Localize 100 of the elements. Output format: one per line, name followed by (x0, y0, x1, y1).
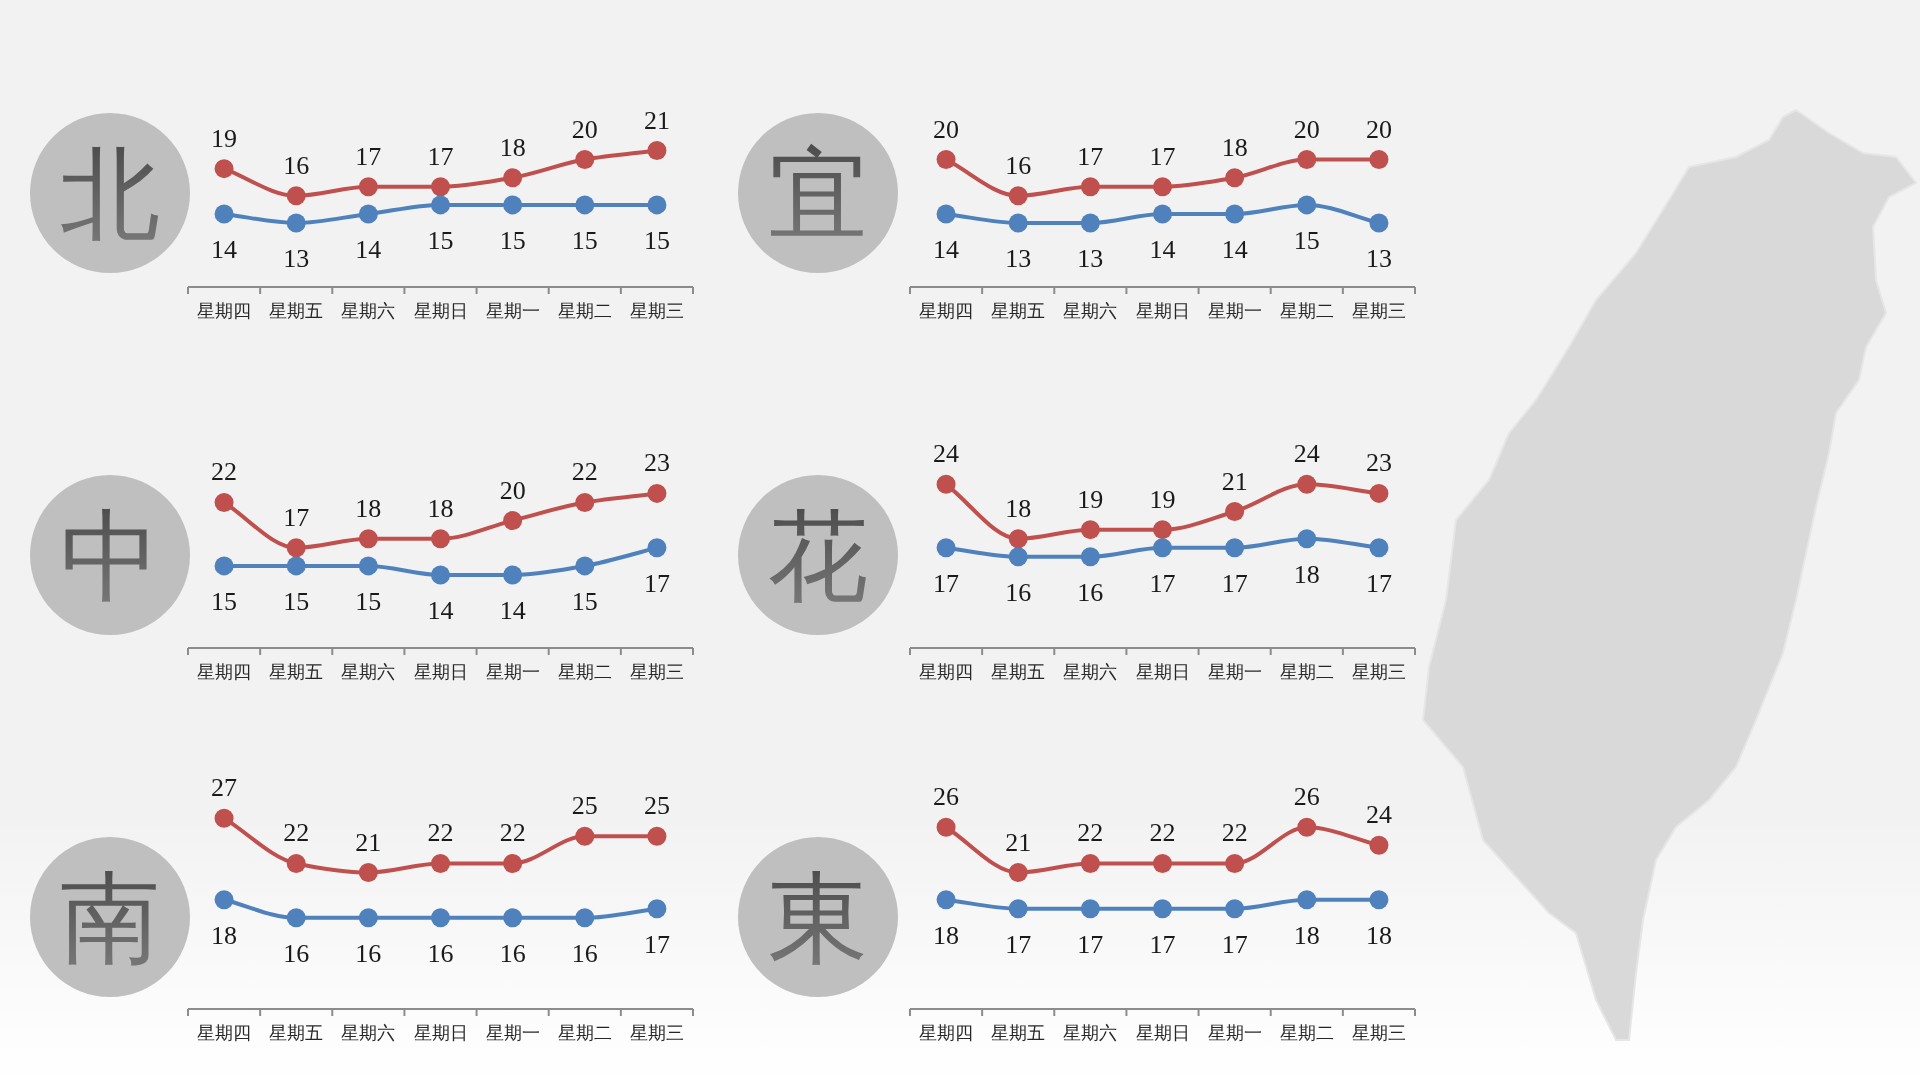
x-tick-label: 星期四 (919, 662, 974, 682)
x-tick-label: 星期一 (485, 1023, 540, 1043)
data-label: 19 (211, 123, 238, 153)
point (575, 492, 595, 512)
data-label: 22 (211, 457, 238, 487)
x-tick-label: 星期六 (341, 301, 396, 321)
point (214, 492, 234, 512)
point (936, 890, 956, 910)
point (1153, 538, 1172, 558)
point (214, 890, 234, 910)
x-tick-label: 星期日 (413, 662, 468, 682)
data-label: 15 (1293, 225, 1320, 255)
data-label: 15 (571, 225, 598, 255)
point (431, 195, 450, 215)
point (647, 195, 667, 215)
data-label: 17 (1149, 568, 1176, 598)
data-label: 16 (355, 938, 382, 968)
x-tick-label: 星期三 (629, 662, 684, 682)
data-label: 16 (1077, 577, 1104, 607)
data-label: 18 (499, 132, 526, 162)
data-label: 14 (211, 234, 238, 264)
point (214, 556, 234, 576)
data-label: 15 (355, 586, 382, 616)
data-label: 20 (1293, 114, 1320, 144)
point (503, 168, 523, 188)
x-tick-label: 星期一 (485, 301, 540, 321)
point (1080, 520, 1100, 540)
x-tick-label: 星期五 (269, 301, 324, 321)
point (1080, 899, 1100, 919)
point (1369, 483, 1389, 503)
data-label: 14 (1149, 234, 1176, 264)
data-label: 18 (1293, 920, 1320, 950)
data-label: 22 (1221, 818, 1248, 848)
data-label: 18 (427, 493, 454, 523)
point (936, 538, 956, 558)
chart-title: 宜 (768, 138, 868, 250)
data-label: 18 (1293, 559, 1320, 589)
x-tick-label: 星期四 (197, 1023, 252, 1043)
point (1297, 890, 1317, 910)
x-tick-label: 星期五 (991, 662, 1046, 682)
data-label: 13 (1077, 244, 1104, 273)
point (1080, 547, 1100, 567)
point (1080, 853, 1100, 873)
point (358, 556, 378, 576)
data-label: 15 (283, 586, 310, 616)
point (575, 826, 595, 846)
data-label: 27 (211, 773, 238, 803)
data-label: 17 (643, 929, 670, 959)
data-label: 20 (571, 114, 598, 144)
point (1153, 177, 1172, 197)
data-label: 14 (355, 234, 382, 264)
point (1297, 195, 1317, 215)
data-label: 15 (427, 225, 454, 255)
x-tick-label: 星期六 (341, 662, 396, 682)
point (286, 908, 306, 928)
point (1369, 150, 1389, 170)
x-tick-label: 星期一 (1207, 662, 1262, 682)
data-label: 17 (1077, 929, 1104, 959)
data-label: 16 (283, 150, 310, 180)
data-label: 15 (571, 586, 598, 616)
data-label: 20 (499, 475, 526, 505)
point (647, 826, 667, 846)
data-label: 17 (1005, 929, 1032, 959)
data-label: 14 (933, 234, 960, 264)
data-label: 24 (933, 439, 960, 469)
data-label: 16 (499, 938, 526, 968)
data-label: 24 (1293, 439, 1320, 469)
point (214, 159, 234, 179)
point (431, 853, 450, 873)
data-label: 19 (1077, 484, 1104, 514)
point (214, 808, 234, 828)
point (431, 565, 450, 585)
point (503, 565, 523, 585)
data-label: 26 (933, 782, 960, 812)
point (1369, 835, 1389, 855)
x-tick-label: 星期三 (1351, 1023, 1406, 1043)
data-label: 25 (571, 791, 598, 821)
data-label: 22 (499, 818, 526, 848)
data-label: 17 (1077, 141, 1104, 171)
data-label: 17 (643, 568, 670, 598)
x-tick-label: 星期二 (1279, 662, 1334, 682)
x-tick-label: 星期三 (1351, 662, 1406, 682)
data-label: 25 (643, 791, 670, 821)
x-tick-label: 星期六 (1063, 301, 1118, 321)
data-label: 17 (933, 568, 960, 598)
point (1225, 204, 1245, 224)
point (1008, 899, 1028, 919)
data-label: 16 (283, 938, 310, 968)
point (1225, 853, 1245, 873)
data-label: 18 (1365, 920, 1392, 950)
data-label: 13 (283, 244, 310, 273)
point (503, 511, 523, 531)
x-tick-label: 星期日 (1135, 301, 1190, 321)
point (1225, 538, 1245, 558)
point (1369, 538, 1389, 558)
x-tick-label: 星期一 (1207, 1023, 1262, 1043)
x-tick-label: 星期一 (485, 662, 540, 682)
data-label: 18 (933, 920, 960, 950)
point (936, 474, 956, 494)
point (1225, 899, 1245, 919)
